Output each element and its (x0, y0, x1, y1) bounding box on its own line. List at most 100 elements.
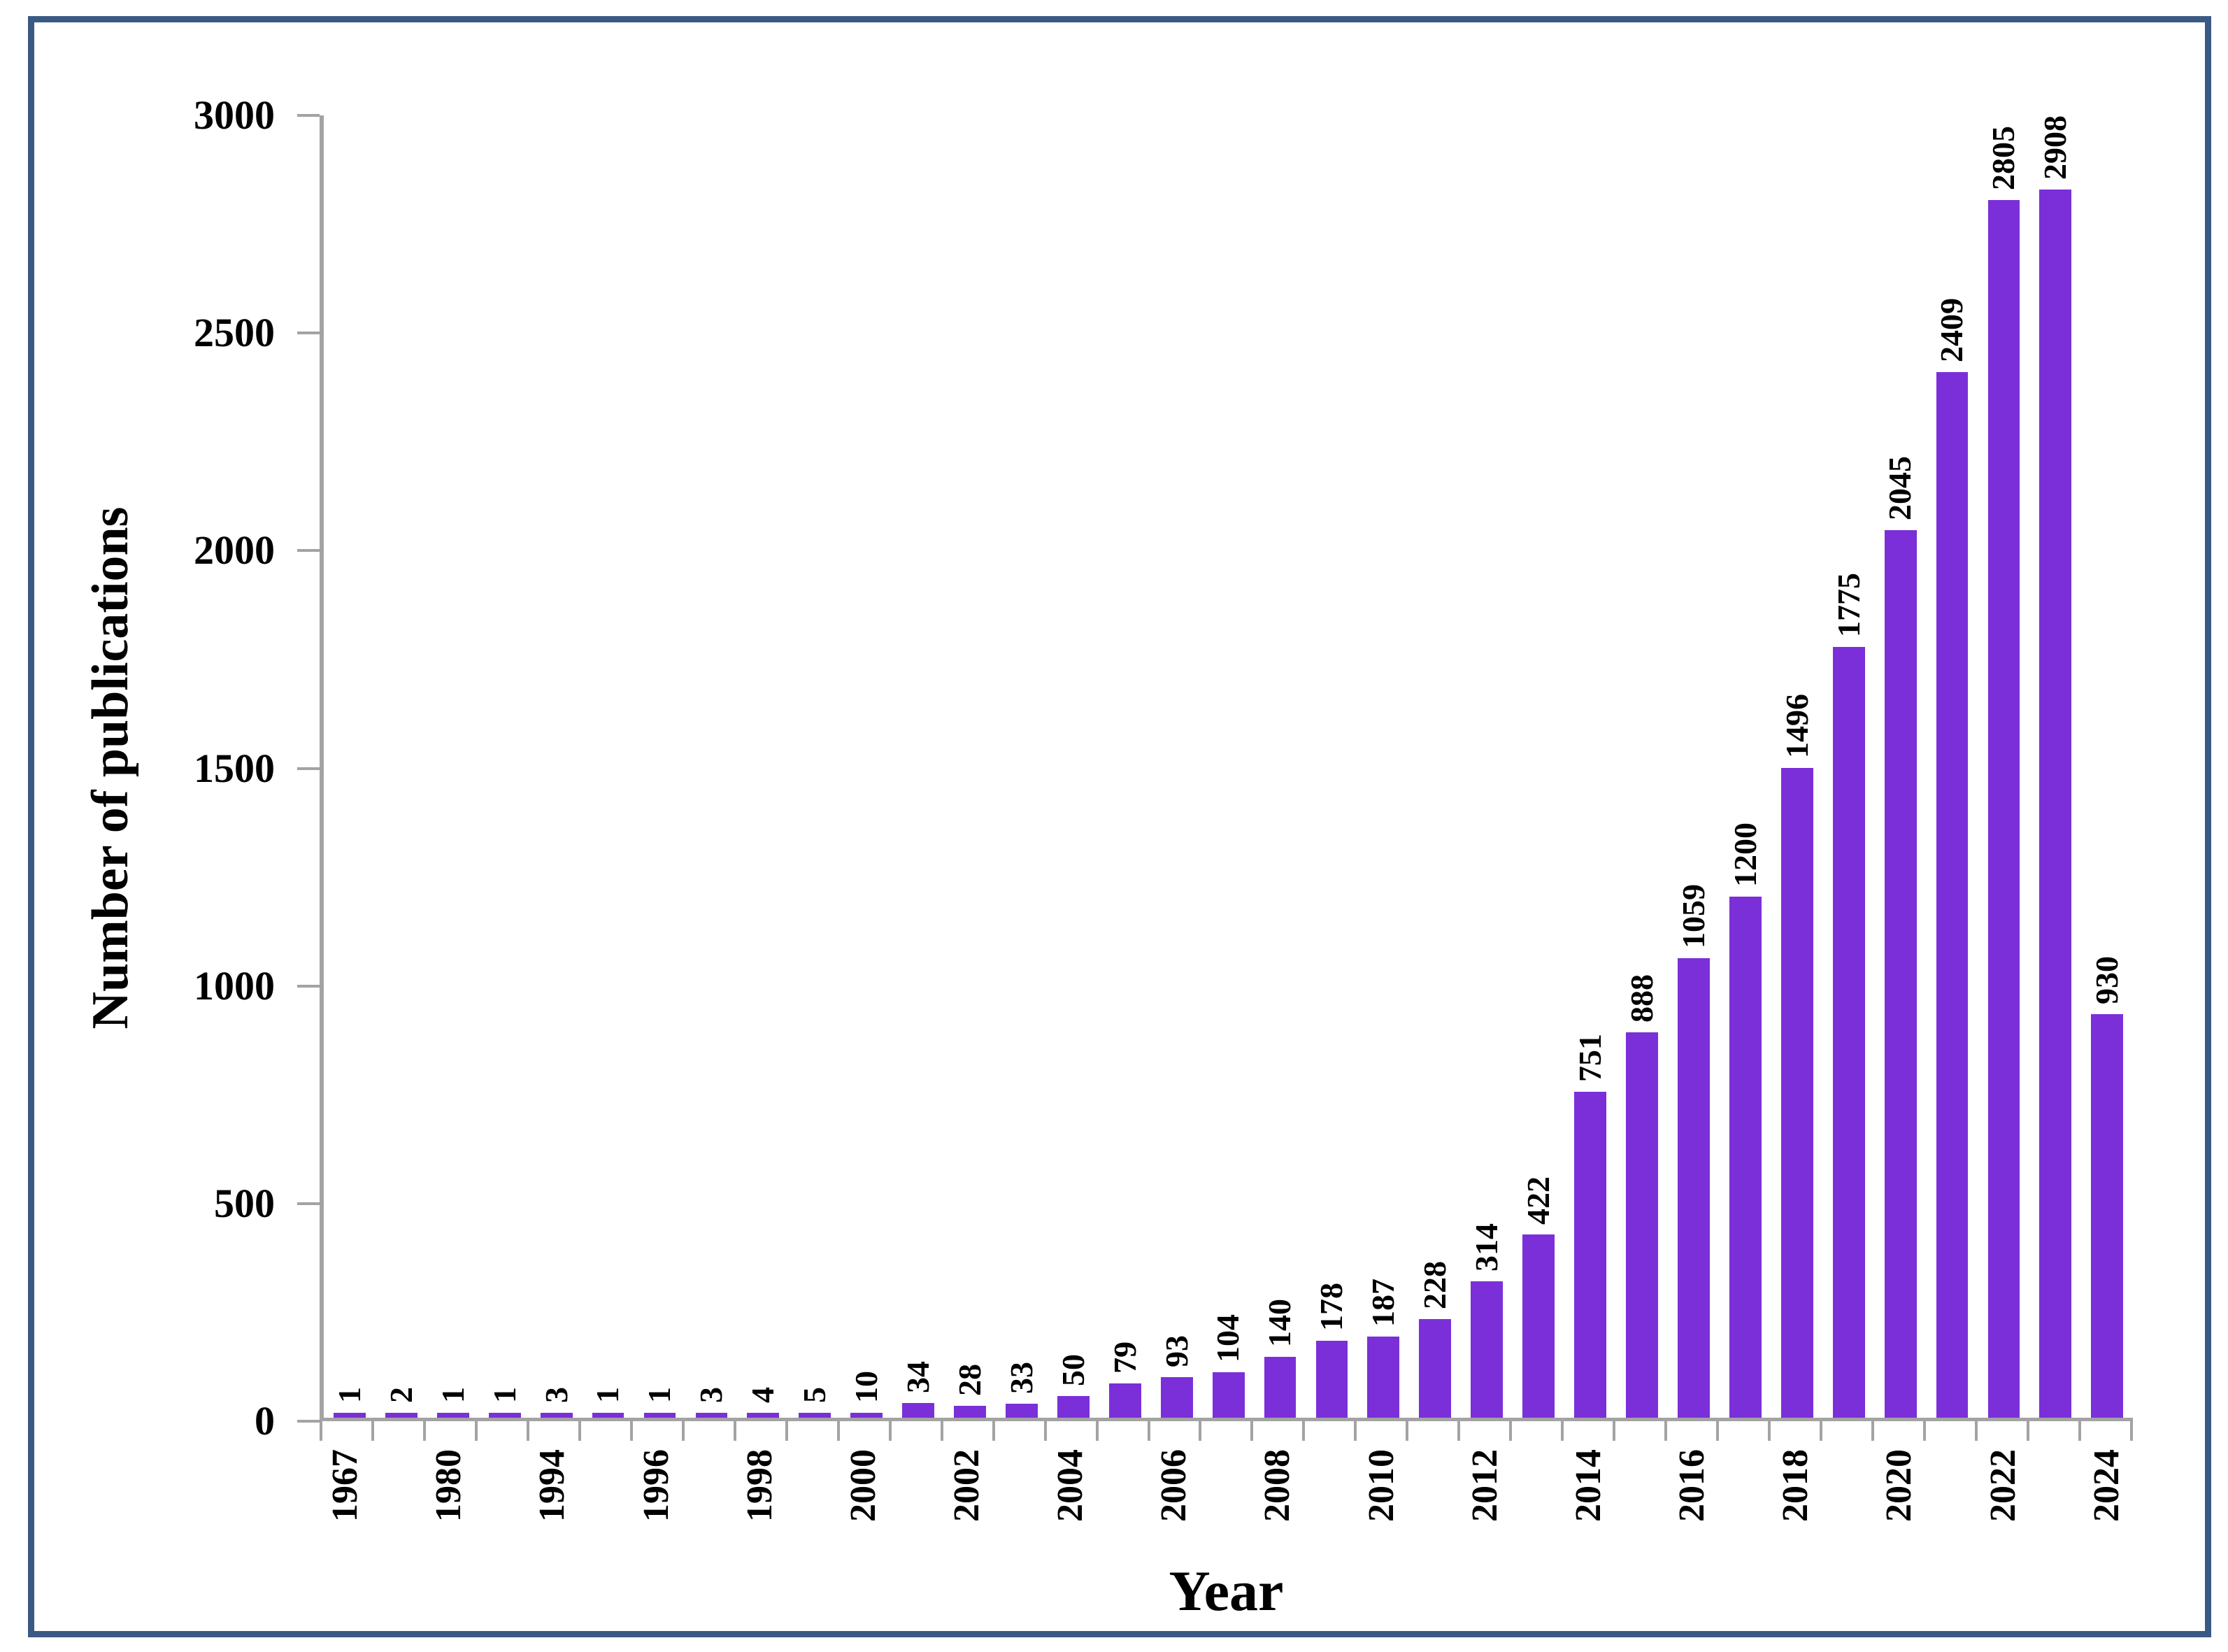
bar-value-label: 1496 (1778, 694, 1815, 759)
x-tick (1095, 1421, 1148, 1441)
x-tick-label-cell: 2024 (2081, 1449, 2133, 1522)
bar-column: 33 (996, 115, 1048, 1418)
bar-value-label: 1200 (1727, 823, 1763, 888)
bar-column: 178 (1306, 115, 1358, 1418)
bar-value-label: 3 (693, 1387, 729, 1403)
y-tick (297, 549, 320, 553)
x-tick (2078, 1421, 2133, 1441)
bar-value-label: 50 (1055, 1353, 1091, 1386)
x-tick-label-cell: 1998 (734, 1449, 786, 1522)
x-tick-label: 1967 (325, 1449, 366, 1522)
bar-value-label: 187 (1365, 1278, 1401, 1327)
x-tick (1613, 1421, 1664, 1441)
bar (592, 1413, 624, 1418)
x-tick-label: 2022 (1983, 1449, 2023, 1522)
bar-value-label: 4 (745, 1387, 781, 1403)
x-tick (1768, 1421, 1820, 1441)
x-tick-label: 2024 (2086, 1449, 2127, 1522)
x-tick (320, 1421, 371, 1441)
bar-column: 2 (376, 115, 427, 1418)
bar-column: 314 (1461, 115, 1513, 1418)
bar (1264, 1357, 1297, 1418)
x-tick-label: 2012 (1464, 1449, 1505, 1522)
bar (1212, 1372, 1245, 1418)
bar (902, 1402, 935, 1418)
x-tick (1509, 1421, 1561, 1441)
x-tick-label: 1980 (429, 1449, 469, 1522)
x-tick (1302, 1421, 1354, 1441)
x-tick-label: 2010 (1361, 1449, 1401, 1522)
bar (2039, 190, 2072, 1418)
x-tick-label: 2020 (1879, 1449, 1920, 1522)
bar (1367, 1336, 1400, 1418)
x-tick (1664, 1421, 1716, 1441)
bar-value-label: 79 (1106, 1341, 1143, 1374)
x-tick-label-cell: 2006 (1148, 1449, 1200, 1522)
bar (1471, 1281, 1504, 1418)
bar (643, 1413, 676, 1418)
bar-value-label: 1 (486, 1387, 522, 1403)
x-tick (422, 1421, 475, 1441)
bar-value-label: 3 (538, 1387, 574, 1403)
bar-column: 1200 (1720, 115, 1771, 1418)
bar-column: 4 (737, 115, 789, 1418)
x-tick-label: 2002 (946, 1449, 987, 1522)
x-tick (578, 1421, 630, 1441)
bar-value-label: 2805 (1985, 126, 2022, 191)
bar (1057, 1395, 1090, 1418)
x-tick-label-cell: 2012 (1459, 1449, 1511, 1522)
y-tick-label: 1500 (194, 745, 275, 791)
bar-column: 930 (2081, 115, 2133, 1418)
x-tick (1561, 1421, 1613, 1441)
y-tick-label: 2000 (194, 527, 275, 574)
bar-column: 5 (789, 115, 841, 1418)
bar-value-label: 33 (1003, 1361, 1039, 1394)
bar (695, 1413, 728, 1418)
bar-column: 28 (944, 115, 996, 1418)
bar-column: 93 (1151, 115, 1203, 1418)
chart-frame: Number of publications 0 500 1000 1500 2000 2… (28, 16, 2211, 1637)
bar-value-label: 2 (383, 1387, 419, 1403)
bar (1315, 1340, 1348, 1418)
bar (334, 1413, 366, 1418)
x-tick-label-cell: 2008 (1252, 1449, 1304, 1522)
plot-area: 1 2 1 1 3 1 1 3 4 5 10 34 28 33 50 79 93 104 140 178 187 228 3… (320, 115, 2133, 1421)
bar-column: 79 (1099, 115, 1151, 1418)
x-tick (681, 1421, 734, 1441)
x-tick-label: 2000 (843, 1449, 883, 1522)
bar (850, 1413, 883, 1418)
x-axis-ticks (320, 1421, 2133, 1441)
bar-value-label: 1059 (1675, 883, 1711, 948)
x-tick (2026, 1421, 2078, 1441)
y-tick-label: 3000 (194, 92, 275, 138)
bar-value-label: 2409 (1934, 297, 1970, 362)
bar-value-label: 34 (899, 1360, 936, 1393)
x-tick (1820, 1421, 1871, 1441)
bar (2091, 1013, 2124, 1418)
x-tick-label: 1994 (532, 1449, 573, 1522)
x-axis-labels: 1967 1980 1994 1996 1998 2000 2002 2004 2006 2008… (320, 1449, 2133, 1522)
bar-column: 228 (1409, 115, 1461, 1418)
y-tick (297, 114, 320, 117)
x-tick (940, 1421, 992, 1441)
bar (385, 1413, 417, 1418)
bar (1884, 529, 1917, 1418)
bar-column: 1 (634, 115, 686, 1418)
bar-column: 50 (1048, 115, 1099, 1418)
x-tick-label-cell: 2018 (1770, 1449, 1822, 1522)
x-tick (526, 1421, 578, 1441)
bar-column: 1059 (1668, 115, 1720, 1418)
x-tick-label: 2004 (1050, 1449, 1091, 1522)
x-tick-label-cell: 2000 (838, 1449, 890, 1522)
bar (1160, 1377, 1193, 1418)
x-tick-label-cell: 2004 (1045, 1449, 1097, 1522)
bar-value-label: 422 (1520, 1176, 1557, 1225)
x-tick (1871, 1421, 1923, 1441)
x-tick (1716, 1421, 1768, 1441)
x-tick-label: 1996 (636, 1449, 676, 1522)
bar-value-label: 178 (1313, 1282, 1350, 1331)
bar-column: 3 (531, 115, 583, 1418)
x-tick (1250, 1421, 1302, 1441)
bar (540, 1413, 573, 1418)
x-tick (371, 1421, 423, 1441)
